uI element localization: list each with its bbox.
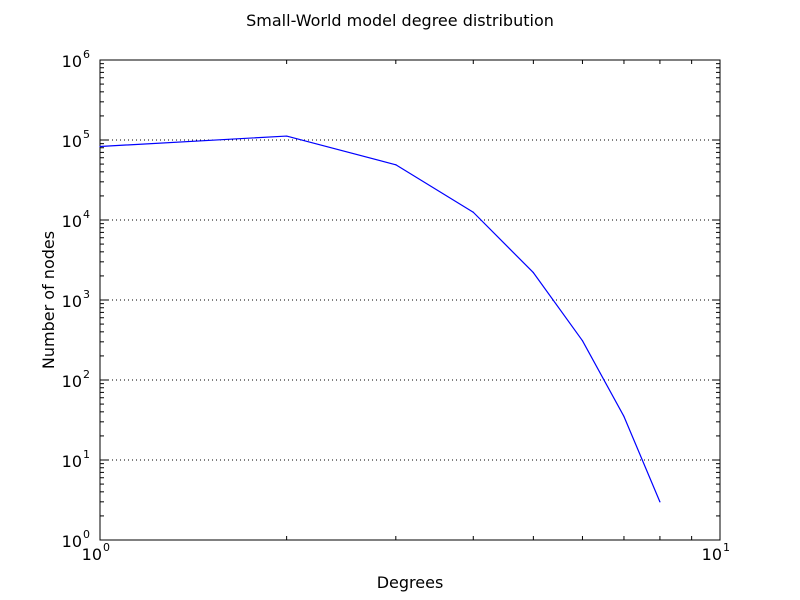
y-tick-base: 10 bbox=[62, 212, 82, 231]
x-axis-label: Degrees bbox=[377, 573, 444, 592]
y-tick-label-3: 10 3 bbox=[62, 288, 90, 311]
x-tick-base: 10 bbox=[82, 545, 102, 564]
y-tick-base: 10 bbox=[62, 132, 82, 151]
y-tick-label-1: 10 1 bbox=[62, 448, 90, 471]
data-point-0-2 bbox=[395, 164, 397, 166]
y-tick-label-0: 10 0 bbox=[62, 528, 90, 551]
series-line-0 bbox=[99, 135, 661, 503]
series-layer bbox=[99, 135, 661, 503]
data-point-0-0 bbox=[99, 145, 101, 148]
y-tick-exponent: 1 bbox=[83, 448, 90, 461]
x-tick-base: 10 bbox=[702, 545, 722, 564]
y-tick-exponent: 3 bbox=[83, 288, 90, 301]
y-tick-label-2: 10 2 bbox=[62, 368, 90, 391]
y-tick-exponent: 0 bbox=[83, 528, 90, 541]
x-tick-labels: 10 0 10 1 bbox=[82, 541, 730, 564]
x-tick-label-0: 10 0 bbox=[82, 541, 110, 564]
x-tick-exponent: 1 bbox=[723, 541, 730, 554]
data-point-0-6 bbox=[623, 415, 625, 418]
data-point-0-1 bbox=[286, 135, 288, 137]
plot-frame bbox=[99, 59, 721, 541]
data-point-0-4 bbox=[532, 272, 534, 274]
y-tick-base: 10 bbox=[62, 532, 82, 551]
data-point-0-3 bbox=[472, 211, 474, 213]
y-tick-base: 10 bbox=[62, 372, 82, 391]
x-tick-exponent: 0 bbox=[103, 541, 110, 554]
y-tick-base: 10 bbox=[62, 292, 82, 311]
data-point-0-5 bbox=[581, 340, 584, 342]
data-point-0-7 bbox=[659, 501, 661, 503]
y-tick-exponent: 2 bbox=[83, 368, 90, 381]
x-tick-label-1: 10 1 bbox=[702, 541, 730, 564]
gridlines bbox=[100, 139, 720, 461]
chart-title: Small-World model degree distribution bbox=[246, 11, 554, 30]
y-tick-base: 10 bbox=[62, 452, 82, 471]
y-tick-exponent: 5 bbox=[83, 128, 90, 141]
y-axis-label: Number of nodes bbox=[39, 231, 58, 369]
y-tick-exponent: 4 bbox=[83, 208, 90, 221]
y-tick-label-4: 10 4 bbox=[62, 208, 90, 231]
y-tick-base: 10 bbox=[62, 52, 82, 71]
y-tick-label-5: 10 5 bbox=[62, 128, 90, 151]
y-tick-label-6: 10 6 bbox=[62, 48, 90, 71]
y-tick-exponent: 6 bbox=[83, 48, 90, 61]
minor-ticks bbox=[100, 60, 720, 540]
